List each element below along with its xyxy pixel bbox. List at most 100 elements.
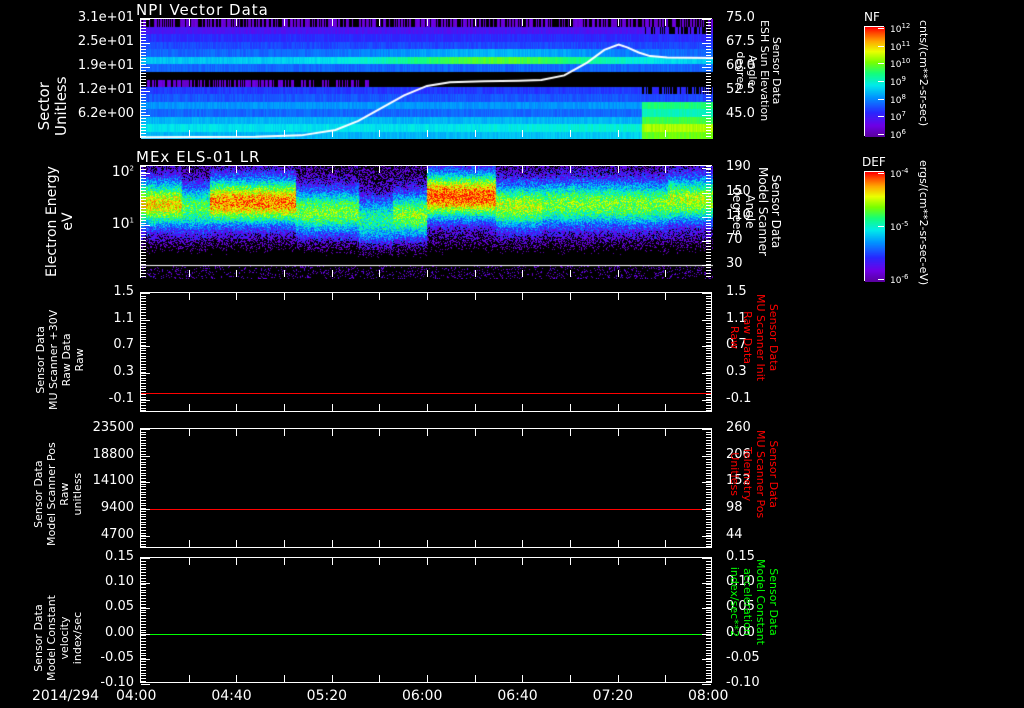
axis-tick-minor (141, 181, 146, 182)
axis-tick-minor (141, 508, 146, 509)
axis-tick-minor (141, 394, 146, 395)
axis-tick-minor (141, 399, 146, 400)
axis-tick-bottom (332, 270, 333, 277)
axis-tick-minor (706, 484, 711, 485)
axis-tick-minor (706, 489, 711, 490)
axis-tick-bottom (236, 675, 237, 682)
axis-tick-minor (141, 312, 146, 313)
axis-tick-minor (141, 331, 146, 332)
axis-tick-label: 45.0 (726, 106, 755, 121)
axis-tick-minor (706, 106, 711, 107)
axis-tick-minor (706, 661, 711, 662)
time-axis-tick-label: 06:40 (497, 688, 538, 704)
panel-mu-scanner-30v-plot (140, 292, 712, 412)
axis-label-line: MU Scanner +30V (47, 309, 60, 410)
axis-tick-minor (141, 647, 146, 648)
axis-tick-minor (141, 544, 146, 545)
axis-label-line: Model Scanner Pos (45, 442, 58, 546)
axis-tick-minor (141, 43, 146, 44)
axis-tick-bottom (189, 540, 190, 547)
axis-tick-top (618, 166, 619, 173)
axis-tick-label: 2.5e+01 (77, 34, 134, 49)
axis-tick-minor (141, 342, 146, 343)
axis-tick-minor (706, 348, 711, 349)
axis-tick-bottom (618, 540, 619, 547)
axis-tick-bottom (189, 675, 190, 682)
axis-tick-minor (706, 205, 711, 206)
axis-tick-bottom (379, 130, 380, 137)
axis-tick-minor (141, 492, 146, 493)
axis-tick-minor (706, 94, 711, 95)
panel-model-scanner-pos-left-label: Sensor Data Model Scanner Pos Raw unitless (28, 428, 98, 548)
axis-tick-minor (706, 88, 711, 89)
colorbar-tick-mark (878, 45, 884, 47)
colorbar-tick-mark (878, 81, 884, 82)
axis-tick-minor (141, 255, 146, 256)
axis-tick-major (141, 346, 150, 348)
axis-tick-minor (706, 124, 711, 125)
panel-model-constant-velocity-right-label: Sensor Data Model Constant acceleration ind… (728, 557, 848, 683)
axis-tick-minor (141, 470, 146, 471)
axis-tick-minor (141, 535, 146, 536)
axis-tick-minor (706, 410, 711, 411)
axis-label-line: Raw (58, 482, 71, 506)
axis-label-line: Model Constant (45, 595, 58, 681)
axis-tick-minor (706, 584, 711, 585)
axis-tick-minor (141, 220, 146, 221)
axis-tick-minor (141, 369, 146, 370)
axis-tick-minor (706, 337, 711, 338)
axis-tick-minor (141, 494, 146, 495)
axis-tick-minor (141, 304, 146, 305)
axis-tick-minor (141, 443, 146, 444)
axis-tick-minor (706, 443, 711, 444)
axis-tick-minor (141, 34, 146, 35)
axis-tick-minor (141, 575, 146, 576)
axis-tick-minor (141, 22, 146, 23)
axis-tick-minor (141, 581, 146, 582)
axis-tick-top (236, 558, 237, 565)
axis-tick-top (427, 19, 428, 26)
axis-label-line: Sensor Data (769, 174, 783, 249)
axis-tick-minor (706, 641, 711, 642)
panel-els-right-label: Sensor Data Model Scanner Angle degrees (730, 165, 840, 278)
axis-tick-minor (706, 339, 711, 340)
axis-tick-minor (706, 481, 711, 482)
axis-tick-minor (706, 127, 711, 128)
axis-tick-minor (141, 402, 146, 403)
axis-tick-minor (706, 37, 711, 38)
axis-tick-label: 4700 (100, 526, 134, 542)
axis-tick-minor (706, 175, 711, 176)
axis-tick-major (702, 346, 711, 348)
axis-tick-label: 1.9e+01 (77, 58, 134, 73)
axis-tick-minor (141, 378, 146, 379)
axis-tick-minor (141, 323, 146, 324)
axis-tick-minor (706, 632, 711, 633)
axis-tick-minor (141, 345, 146, 346)
axis-tick-minor (706, 644, 711, 645)
axis-tick-minor (141, 315, 146, 316)
axis-tick-top (189, 293, 190, 300)
axis-tick-minor (141, 391, 146, 392)
axis-tick-minor (706, 667, 711, 668)
axis-tick-minor (706, 328, 711, 329)
axis-tick-minor (141, 124, 146, 125)
axis-tick-minor (706, 25, 711, 26)
axis-tick-minor (141, 405, 146, 406)
axis-tick-minor (141, 484, 146, 485)
axis-tick-minor (706, 220, 711, 221)
axis-tick-minor (141, 97, 146, 98)
axis-tick-label: 70 (726, 232, 743, 248)
axis-tick-minor (706, 67, 711, 68)
axis-tick-top (189, 558, 190, 565)
axis-tick-minor (706, 97, 711, 98)
axis-tick-minor (141, 31, 146, 32)
axis-tick-minor (706, 293, 711, 294)
axis-tick-bottom (284, 540, 285, 547)
axis-tick-minor (141, 243, 146, 244)
axis-tick-bottom (522, 270, 523, 277)
axis-tick-minor (141, 473, 146, 474)
axis-tick-minor (706, 397, 711, 398)
panel-npi-right-label: Sensor Data ESH Sun Elevation Angle degree (734, 18, 840, 138)
axis-tick-label: 18800 (92, 446, 134, 462)
axis-tick-minor (706, 437, 711, 438)
